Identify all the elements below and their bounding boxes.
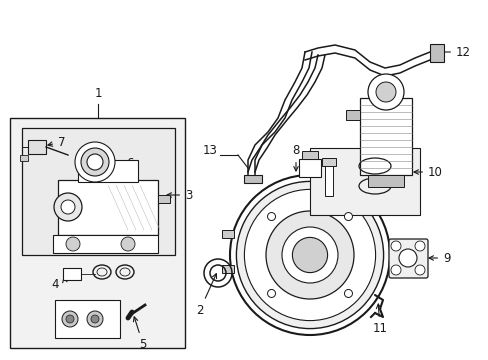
Circle shape (229, 175, 389, 335)
Circle shape (375, 82, 395, 102)
Circle shape (54, 193, 82, 221)
Text: 9: 9 (428, 252, 449, 265)
Circle shape (390, 265, 400, 275)
Text: 1: 1 (94, 87, 102, 100)
Text: 6: 6 (112, 157, 133, 170)
Circle shape (367, 74, 403, 110)
Bar (325, 158, 332, 196)
Circle shape (91, 315, 99, 323)
Circle shape (66, 237, 80, 251)
Bar (309, 148, 419, 215)
Circle shape (62, 311, 78, 327)
Circle shape (244, 189, 375, 321)
Circle shape (344, 289, 352, 297)
Circle shape (265, 211, 353, 299)
Text: 10: 10 (413, 166, 442, 179)
Bar (10, 118, 184, 348)
Circle shape (87, 311, 103, 327)
Circle shape (267, 212, 275, 221)
Text: 11: 11 (372, 304, 386, 335)
FancyBboxPatch shape (388, 239, 427, 278)
Bar (346, 110, 359, 120)
Circle shape (267, 289, 275, 297)
Text: 7: 7 (48, 135, 65, 149)
Bar (28, 140, 46, 154)
Bar (359, 98, 411, 175)
Circle shape (75, 142, 115, 182)
Circle shape (61, 200, 75, 214)
Circle shape (282, 227, 337, 283)
Circle shape (344, 212, 352, 221)
Text: 3: 3 (167, 189, 192, 202)
Bar (158, 195, 170, 203)
Text: 12: 12 (439, 45, 470, 59)
Bar (367, 175, 403, 187)
Text: 2: 2 (196, 274, 216, 316)
Bar (78, 160, 138, 182)
Circle shape (81, 148, 109, 176)
Circle shape (414, 265, 424, 275)
Circle shape (414, 241, 424, 251)
Bar (63, 268, 81, 280)
Bar (55, 300, 120, 338)
Bar (222, 230, 234, 238)
Bar (302, 151, 317, 159)
Text: 4: 4 (51, 279, 59, 292)
Bar (222, 265, 234, 273)
Circle shape (121, 237, 135, 251)
Text: 8: 8 (292, 144, 299, 171)
Circle shape (66, 315, 74, 323)
Bar (429, 44, 443, 62)
Bar (244, 175, 262, 183)
Circle shape (87, 154, 103, 170)
Bar (22, 128, 175, 255)
Bar (53, 235, 158, 253)
Circle shape (236, 181, 383, 329)
Bar (20, 155, 28, 161)
Circle shape (292, 237, 327, 273)
Text: 5: 5 (133, 317, 146, 351)
Circle shape (398, 249, 416, 267)
Text: 13: 13 (203, 144, 218, 157)
Circle shape (390, 241, 400, 251)
Bar (58, 180, 158, 235)
Bar (321, 158, 335, 166)
Bar (298, 159, 320, 177)
